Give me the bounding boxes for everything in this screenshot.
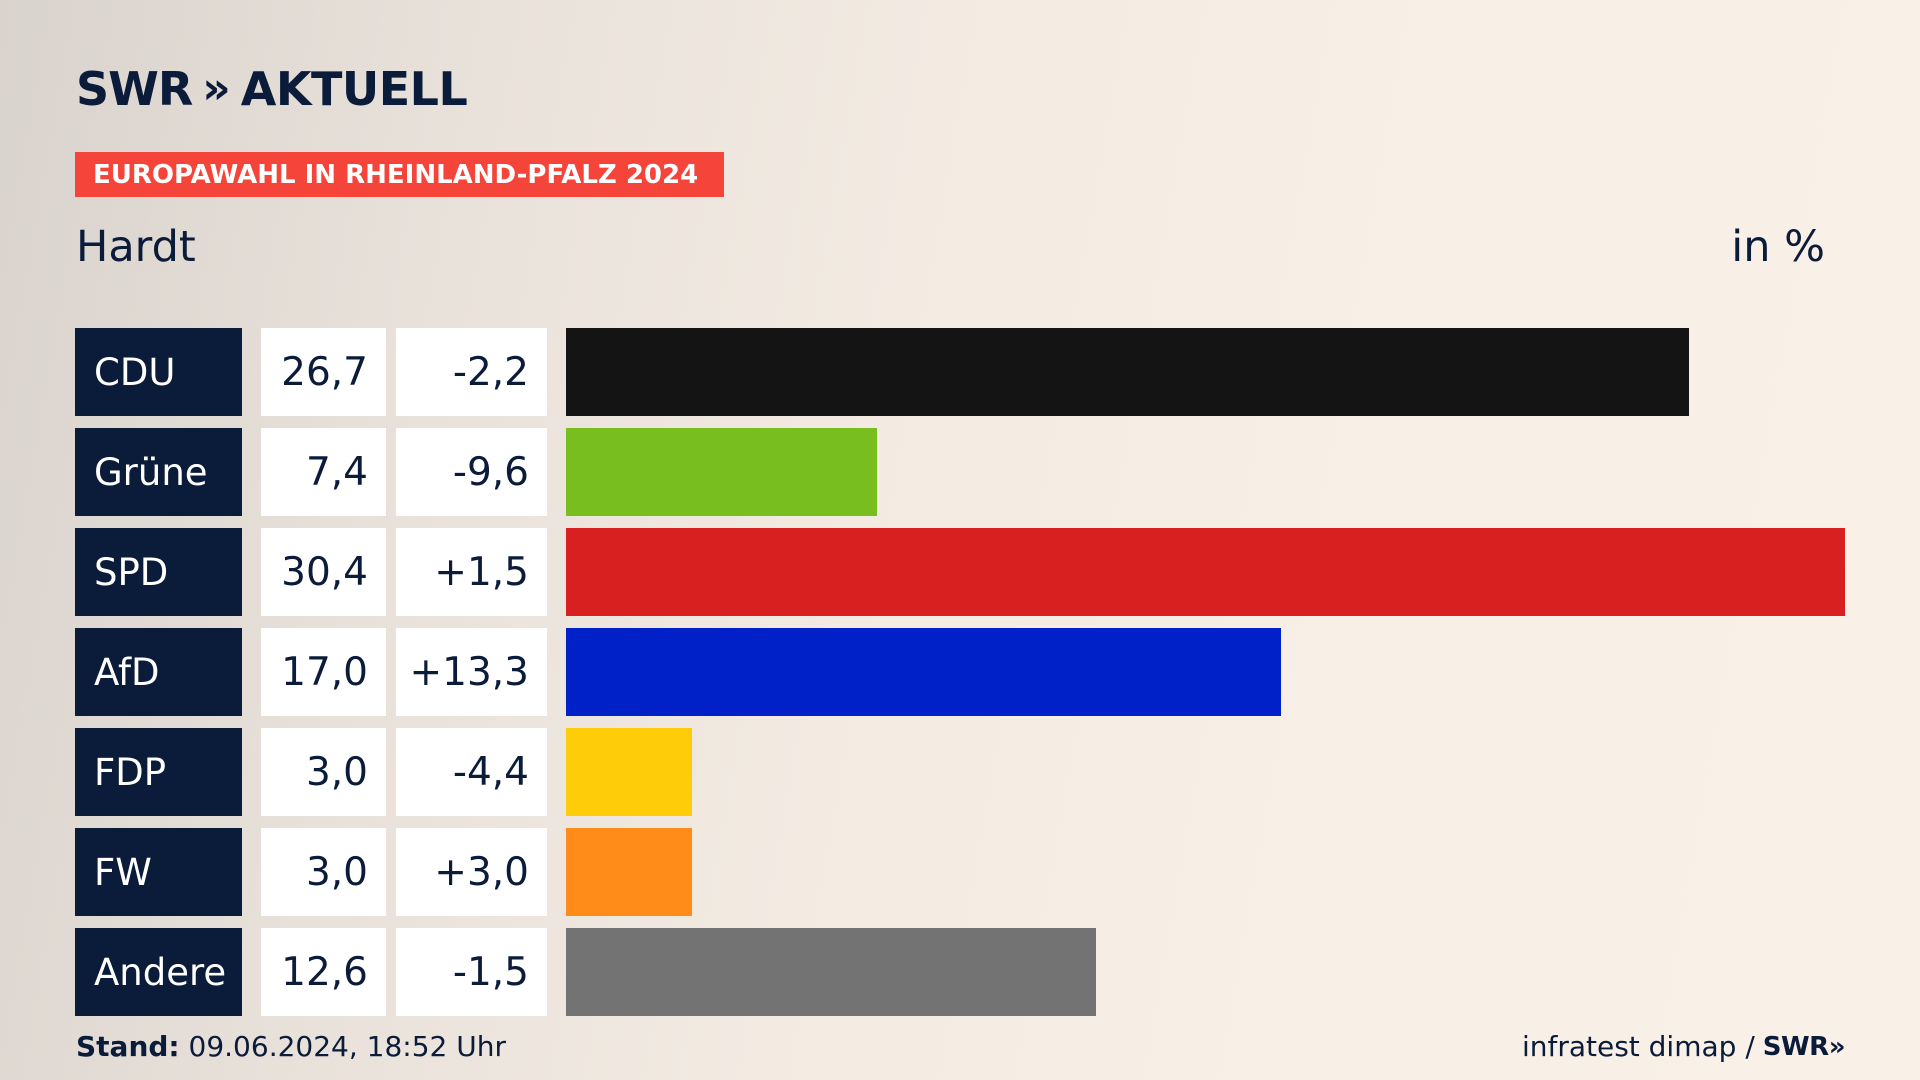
result-bar bbox=[566, 428, 877, 516]
result-row: FDP 3,0 -4,4 bbox=[0, 728, 1920, 816]
party-label: FDP bbox=[75, 728, 242, 816]
party-label: FW bbox=[75, 828, 242, 916]
election-banner: EUROPAWAHL IN RHEINLAND-PFALZ 2024 bbox=[75, 152, 724, 197]
result-value: 12,6 bbox=[261, 928, 386, 1016]
stand-value: 09.06.2024, 18:52 Uhr bbox=[188, 1030, 506, 1063]
result-bar bbox=[566, 528, 1845, 616]
result-bar bbox=[566, 928, 1096, 1016]
result-bar bbox=[566, 828, 692, 916]
result-row: Andere 12,6 -1,5 bbox=[0, 928, 1920, 1016]
change-value: -2,2 bbox=[396, 328, 547, 416]
swr-aktuell-logo: SWR » AKTUELL bbox=[76, 62, 468, 116]
result-value: 26,7 bbox=[261, 328, 386, 416]
result-value: 17,0 bbox=[261, 628, 386, 716]
result-row: SPD 30,4 +1,5 bbox=[0, 528, 1920, 616]
chevrons-icon: » bbox=[202, 63, 231, 114]
result-row: Grüne 7,4 -9,6 bbox=[0, 428, 1920, 516]
result-bar bbox=[566, 328, 1689, 416]
result-value: 3,0 bbox=[261, 728, 386, 816]
party-label: SPD bbox=[75, 528, 242, 616]
unit-label: in % bbox=[1731, 222, 1825, 272]
change-value: -4,4 bbox=[396, 728, 547, 816]
stand-label: Stand: bbox=[76, 1030, 180, 1063]
change-value: -1,5 bbox=[396, 928, 547, 1016]
change-value: -9,6 bbox=[396, 428, 547, 516]
party-label: Grüne bbox=[75, 428, 242, 516]
result-row: FW 3,0 +3,0 bbox=[0, 828, 1920, 916]
party-label: AfD bbox=[75, 628, 242, 716]
party-label: Andere bbox=[75, 928, 242, 1016]
result-value: 3,0 bbox=[261, 828, 386, 916]
result-value: 7,4 bbox=[261, 428, 386, 516]
region-title: Hardt bbox=[76, 222, 196, 272]
change-value: +13,3 bbox=[396, 628, 547, 716]
source-text: infratest dimap / bbox=[1521, 1030, 1755, 1063]
party-label: CDU bbox=[75, 328, 242, 416]
source-credit: infratest dimap / SWR» bbox=[1521, 1030, 1846, 1063]
result-row: AfD 17,0 +13,3 bbox=[0, 628, 1920, 716]
change-value: +1,5 bbox=[396, 528, 547, 616]
swr-footer-logo: SWR» bbox=[1762, 1031, 1846, 1062]
result-row: CDU 26,7 -2,2 bbox=[0, 328, 1920, 416]
result-value: 30,4 bbox=[261, 528, 386, 616]
logo-swr-text: SWR bbox=[76, 62, 193, 116]
logo-aktuell-text: AKTUELL bbox=[240, 62, 468, 116]
result-bar bbox=[566, 728, 692, 816]
result-bar bbox=[566, 628, 1281, 716]
change-value: +3,0 bbox=[396, 828, 547, 916]
timestamp: Stand: 09.06.2024, 18:52 Uhr bbox=[76, 1030, 506, 1063]
